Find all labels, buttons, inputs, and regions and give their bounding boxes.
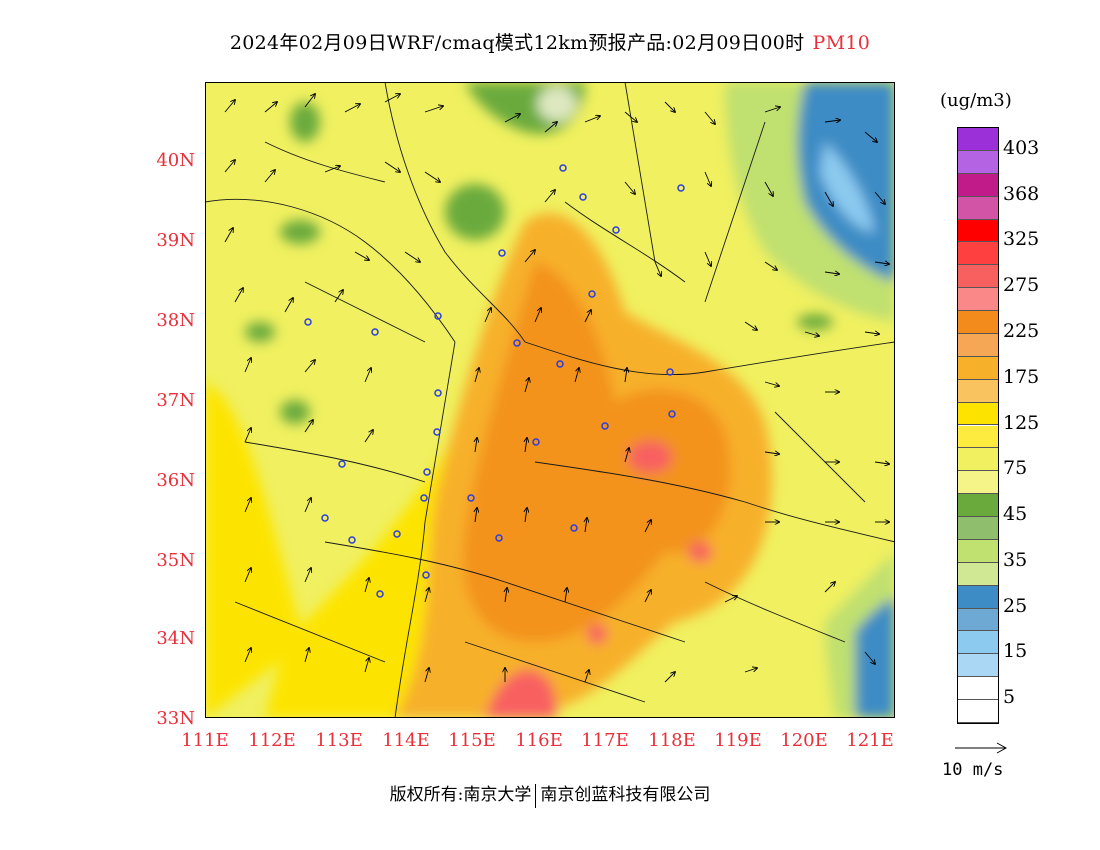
wind-reference-arrow (955, 742, 1008, 754)
colorbar-cell (958, 517, 998, 540)
colorbar-cell (958, 494, 998, 518)
colorbar-cell (958, 379, 998, 403)
colorbar-label: 35 (1003, 548, 1028, 571)
colorbar-cell (958, 333, 998, 357)
colorbar-cell (958, 677, 998, 701)
copyright-left: 版权所有:南京大学 (389, 785, 532, 805)
colorbar-label: 368 (1003, 182, 1040, 205)
colorbar-cell (958, 654, 998, 678)
colorbar-cell (958, 356, 998, 380)
wind-vectors (224, 94, 889, 683)
copyright-right: 南京创蓝科技有限公司 (540, 785, 711, 805)
lat-label-37n: 37N (156, 390, 195, 411)
colorbar (957, 127, 999, 724)
colorbar-label: 25 (1003, 594, 1028, 617)
title-variable: PM10 (812, 32, 871, 54)
colorbar-cell (958, 585, 998, 609)
colorbar-cell (958, 608, 998, 632)
colorbar-cell (958, 700, 998, 723)
colorbar-cell (958, 448, 998, 472)
colorbar-cell (958, 196, 998, 220)
lon-label-115e: 115E (448, 730, 496, 751)
lon-label-119e: 119E (714, 730, 762, 751)
lon-label-121e: 121E (846, 730, 894, 751)
legend-unit: (ug/m3) (940, 90, 1012, 111)
colorbar-cell (958, 562, 998, 586)
lat-label-33n: 33N (156, 708, 195, 729)
colorbar-label: 275 (1003, 274, 1040, 297)
colorbar-label: 225 (1003, 319, 1040, 342)
colorbar-label: 15 (1003, 640, 1028, 663)
wind-reference-label: 10 m/s (942, 760, 1004, 780)
admin-boundaries (204, 81, 896, 719)
lon-label-120e: 120E (780, 730, 828, 751)
lat-label-40n: 40N (156, 150, 195, 171)
lon-label-112e: 112E (248, 730, 296, 751)
lat-label-34n: 34N (156, 628, 195, 649)
title-text: 2024年02月09日WRF/cmaq模式12km预报产品:02月09日00时 (229, 32, 805, 54)
colorbar-cell (958, 425, 998, 449)
colorbar-cell (958, 150, 998, 174)
colorbar-label: 5 (1003, 686, 1016, 709)
concentration-shading (205, 82, 895, 719)
footer-separator (535, 783, 537, 808)
colorbar-cell (958, 471, 998, 495)
lat-label-38n: 38N (156, 310, 195, 331)
colorbar-cell (958, 631, 998, 655)
lon-label-111e: 111E (181, 730, 229, 751)
colorbar-cell (958, 311, 998, 334)
map-title: 2024年02月09日WRF/cmaq模式12km预报产品:02月09日00时 P… (0, 28, 1100, 55)
pm10-map (197, 81, 896, 719)
colorbar-cell (958, 219, 998, 243)
colorbar-cell (958, 128, 998, 151)
map-canvas (197, 81, 896, 719)
colorbar-cell (958, 242, 998, 266)
lat-label-35n: 35N (156, 550, 195, 571)
lon-label-114e: 114E (382, 730, 430, 751)
lat-label-39n: 39N (156, 230, 195, 251)
map-border (205, 82, 895, 718)
colorbar-cell (958, 265, 998, 289)
copyright-footer: 版权所有:南京大学 南京创蓝科技有限公司 (0, 780, 1100, 808)
colorbar-cell (958, 288, 998, 312)
colorbar-cell (958, 173, 998, 197)
lon-label-118e: 118E (648, 730, 696, 751)
city-markers (304, 164, 685, 598)
colorbar-label: 125 (1003, 411, 1040, 434)
lon-label-116e: 116E (515, 730, 563, 751)
colorbar-label: 175 (1003, 365, 1040, 388)
lon-label-117e: 117E (581, 730, 629, 751)
colorbar-label: 45 (1003, 503, 1028, 526)
colorbar-label: 325 (1003, 228, 1040, 251)
colorbar-cell (958, 402, 998, 426)
colorbar-cell (958, 539, 998, 563)
colorbar-label: 403 (1003, 136, 1040, 159)
lon-label-113e: 113E (315, 730, 363, 751)
lat-label-36n: 36N (156, 470, 195, 491)
colorbar-label: 75 (1003, 457, 1028, 480)
